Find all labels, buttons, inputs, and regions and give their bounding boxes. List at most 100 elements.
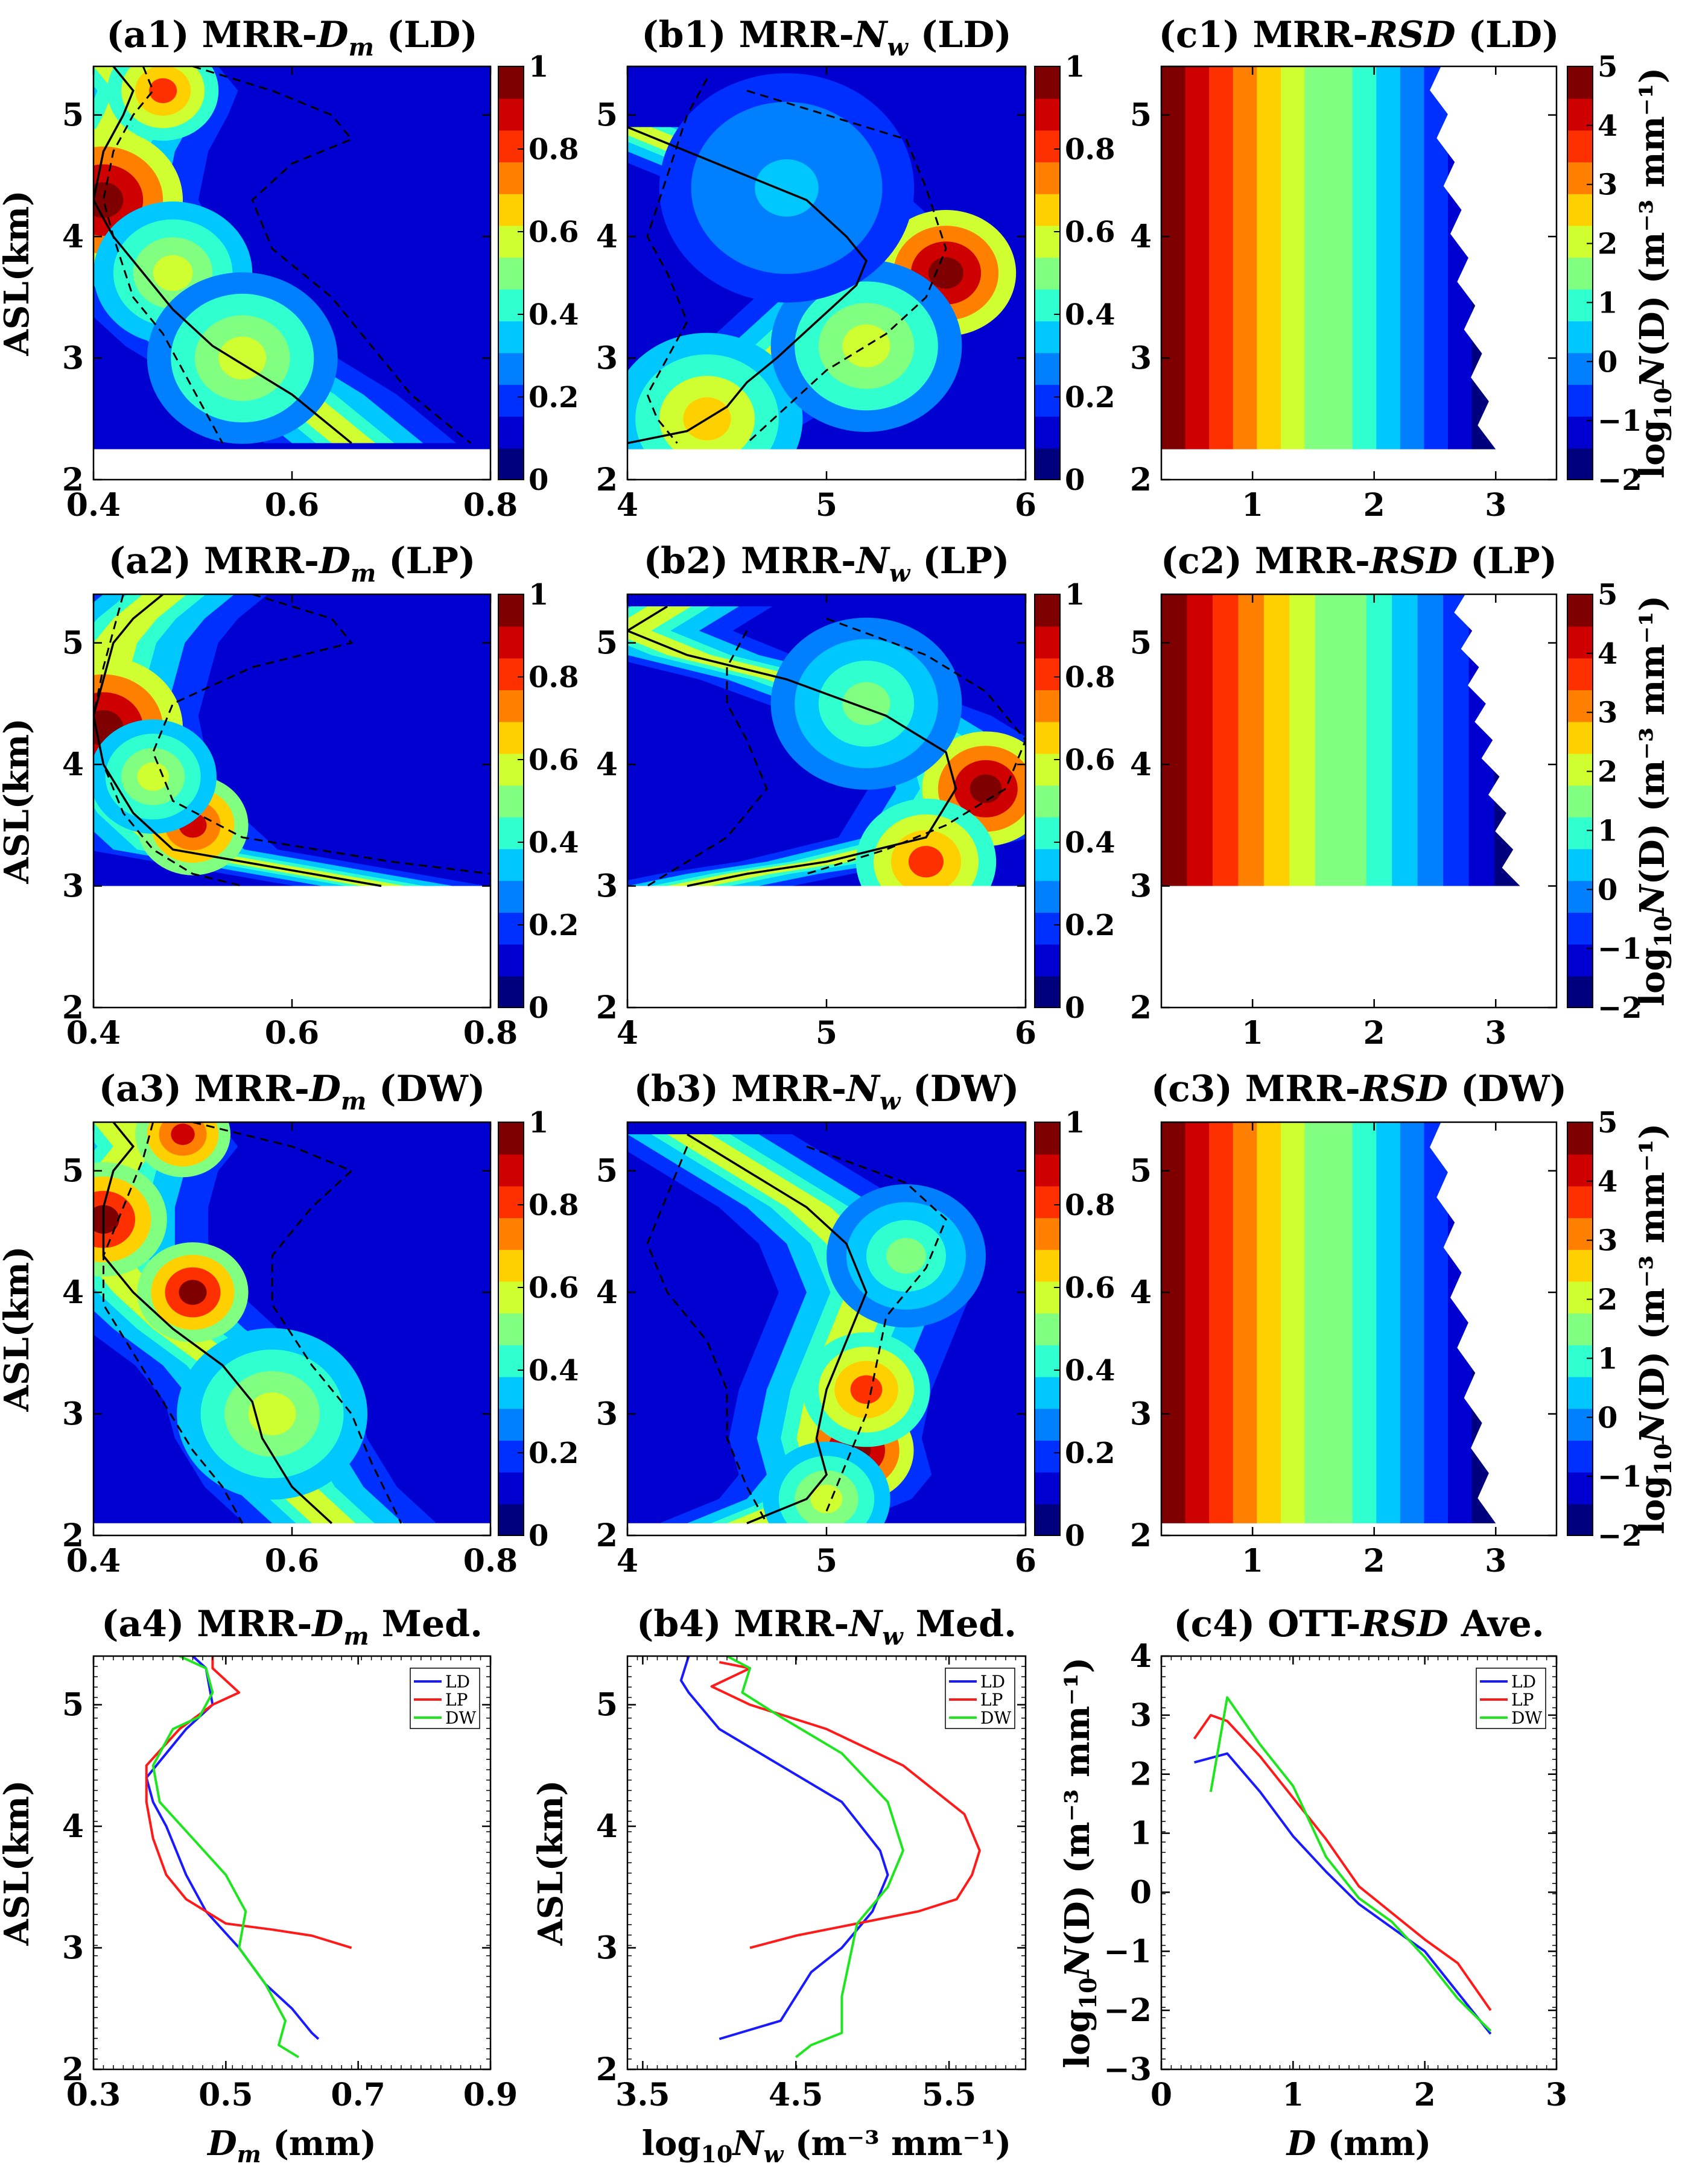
colorbar-frame <box>1567 1122 1593 1536</box>
colorbar-swatch <box>498 912 524 945</box>
colorbar-frame <box>498 594 524 1008</box>
y-tick-label: 2 <box>62 1517 84 1554</box>
x-tick-label: 3 <box>1546 2077 1567 2113</box>
colorbar-swatch <box>498 721 524 754</box>
colorbar-swatch <box>498 416 524 449</box>
rsd-band <box>1341 594 1367 886</box>
colorbar-tick-label: 0.2 <box>528 381 579 414</box>
colorbar-tick-label: 0.6 <box>528 743 579 777</box>
colorbar-swatch <box>1035 130 1060 163</box>
colorbar-swatch <box>1567 1186 1593 1219</box>
y-tick-label: 4 <box>62 218 84 255</box>
heatmap-hotspot <box>94 1205 119 1234</box>
panel-title-a3: (a3) MRR-Dm (DW) <box>99 1068 486 1116</box>
colorbar-swatch <box>498 816 524 849</box>
rsd-band <box>1280 1122 1306 1523</box>
plot-area-a1 <box>94 66 490 480</box>
colorbar-swatch <box>1035 448 1060 480</box>
panel-title-c2: (c2) MRR-RSD (LP) <box>1161 540 1557 582</box>
x-tick-label: 3 <box>1485 1543 1506 1579</box>
colorbar-swatch <box>1035 1249 1060 1282</box>
colorbar-swatch <box>498 658 524 691</box>
colorbar-c1: −2 −1 0 1 2 3 4 5 log10N(D) (m⁻³ mm⁻¹) <box>1567 50 1677 497</box>
y-tick-label: 4 <box>62 746 84 783</box>
colorbar-swatch <box>1567 162 1593 194</box>
y-axis-label-a3: ASL(km) <box>0 1246 37 1412</box>
heatmap-hotspot <box>94 182 124 218</box>
colorbar-tick-label: 0 <box>1065 1519 1085 1553</box>
colorbar-swatch <box>1567 1249 1593 1282</box>
y-tick-label: 4 <box>596 746 618 783</box>
colorbar-swatch <box>498 225 524 258</box>
colorbar-swatch <box>1567 1344 1593 1377</box>
y-tick-label: 5 <box>596 625 618 662</box>
rsd-band <box>1233 66 1258 449</box>
rsd-band <box>1238 594 1265 886</box>
x-tick-label: 0.4 <box>66 1543 121 1579</box>
legend-label: DW <box>445 1708 476 1728</box>
quartile-line <box>806 1145 947 1512</box>
colorbar-swatch <box>1035 848 1060 881</box>
colorbar-swatch <box>498 130 524 163</box>
colorbar-swatch <box>1567 976 1593 1008</box>
y-axis-label-a4: ASL(km) <box>0 1780 37 1946</box>
colorbar-swatch <box>498 320 524 354</box>
colorbar-swatch <box>1567 1471 1593 1505</box>
colorbar-swatch <box>1567 384 1593 417</box>
colorbar-swatch <box>1035 658 1060 691</box>
colorbar-tick-label: −1 <box>1598 1460 1642 1494</box>
panel-c3: (c3) MRR-RSD (DW) −2 −1 0 1 2 3 4 5 log10N(D) (m⁻… <box>1130 1068 1677 1579</box>
y-tick-label: 5 <box>596 97 618 134</box>
quartile-line <box>647 630 768 887</box>
heatmap-band <box>94 594 405 886</box>
x-tick-label: 4 <box>617 487 638 524</box>
legend-label: LP <box>1511 1690 1534 1710</box>
colorbar-swatch <box>1035 944 1060 977</box>
rsd-band <box>1328 66 1353 449</box>
x-tick-label: 1 <box>1242 1543 1263 1579</box>
colorbar-swatch <box>498 976 524 1008</box>
colorbar-swatch <box>1567 1408 1593 1441</box>
y-tick-label: 5 <box>62 1687 84 1724</box>
panel-b3: (b3) MRR-Nw (DW) 0 0.2 0.4 0.6 0.8 1 4 5 6 2 3 4 5 <box>596 1068 1116 1579</box>
y-tick-label: 4 <box>1130 746 1152 783</box>
colorbar-a3: 0 0.2 0.4 0.6 0.8 1 <box>498 1106 579 1553</box>
colorbar-label: log10N(D) (m⁻³ mm⁻¹) <box>1633 1123 1677 1534</box>
colorbar-tick-label: 0.8 <box>1065 661 1116 694</box>
colorbar-swatch <box>1035 721 1060 754</box>
median-line <box>627 126 868 445</box>
colorbar-swatch <box>498 690 524 722</box>
rsd-band <box>1304 1122 1330 1523</box>
x-tick-label: 2 <box>1363 1543 1385 1579</box>
colorbar-c3: −2 −1 0 1 2 3 4 5 log10N(D) (m⁻³ mm⁻¹) <box>1567 1106 1677 1553</box>
plot-area-c3 <box>1161 1122 1557 1523</box>
colorbar-swatch <box>1035 1186 1060 1219</box>
colorbar-swatch <box>1035 98 1060 131</box>
colorbar-swatch <box>498 1440 524 1473</box>
y-tick-label: 3 <box>62 340 84 377</box>
colorbar-tick-label: 5 <box>1598 578 1617 612</box>
panel-title-a1: (a1) MRR-Dm (LD) <box>106 14 478 62</box>
x-tick-label: 2 <box>1363 487 1385 524</box>
panel-c2: (c2) MRR-RSD (LP) −2 −1 0 1 2 3 4 5 log10N(D) (m⁻… <box>1130 540 1677 1052</box>
rsd-band <box>1280 66 1306 449</box>
colorbar-swatch <box>1035 1344 1060 1377</box>
x-tick-label: 2 <box>1363 1015 1385 1052</box>
heatmap-hotspot <box>842 682 890 725</box>
y-tick-label: 3 <box>596 868 618 905</box>
rsd-band <box>1209 1122 1234 1523</box>
colorbar-swatch <box>1567 594 1593 627</box>
plot-area-a3 <box>94 1122 490 1535</box>
colorbar-swatch <box>1567 753 1593 786</box>
legend-label: LD <box>980 1672 1005 1692</box>
x-tick-label: 5 <box>816 1543 837 1579</box>
x-axis-label-a4: Dm (mm) <box>206 2124 376 2168</box>
legend-label: DW <box>980 1708 1011 1728</box>
series-line-lp <box>145 1656 352 1949</box>
series-line-dw <box>1209 1696 1492 2032</box>
colorbar-tick-label: 0.6 <box>1065 1271 1116 1305</box>
x-tick-label: 4 <box>617 1015 638 1052</box>
